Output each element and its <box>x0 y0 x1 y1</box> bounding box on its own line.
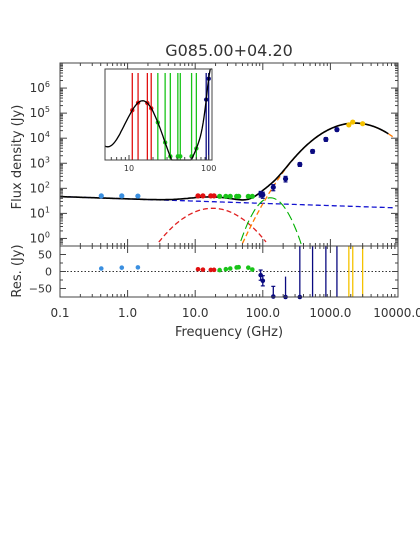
data-point <box>119 193 125 199</box>
residual-point <box>119 265 125 270</box>
y-tick-label: 105 <box>30 105 50 120</box>
y-tick-label: 102 <box>30 180 50 195</box>
x-tick-label: 10000.0 <box>373 306 420 320</box>
inset-background <box>105 69 212 160</box>
residual-point <box>195 266 201 272</box>
inset-frame <box>104 68 213 161</box>
y-tick-label: 103 <box>30 155 50 170</box>
data-point <box>217 193 223 199</box>
dust-curve <box>241 122 396 244</box>
ame-curve <box>240 197 302 245</box>
inset-x-tick-label: 10 <box>124 164 134 173</box>
data-point <box>334 127 340 133</box>
y-tick-label: 101 <box>30 205 50 220</box>
data-point <box>211 193 217 199</box>
residual-point <box>98 266 104 271</box>
inset-model-curve <box>104 68 212 161</box>
data-point <box>245 193 251 199</box>
data-point <box>195 193 201 199</box>
data-point <box>260 192 266 198</box>
residual-point <box>250 267 255 272</box>
data-point <box>323 136 329 142</box>
residual-point <box>135 265 141 270</box>
data-point <box>135 193 141 199</box>
residual-point <box>208 267 214 273</box>
inset-x-tick-label: 100 <box>201 164 216 173</box>
residual-point <box>236 264 241 270</box>
x-tick-label: 1000.0 <box>309 306 351 320</box>
x-tick-label: 10.0 <box>182 306 209 320</box>
x-tick-label: 1.0 <box>118 306 137 320</box>
data-point <box>346 122 352 128</box>
y-axis-label: Flux density (Jy) <box>10 105 25 210</box>
inset-panel: 10 100 <box>104 68 216 173</box>
chart-title: G085.00+04.20 <box>165 41 293 60</box>
y-tick-label: 104 <box>30 130 50 145</box>
residual-point <box>223 266 229 272</box>
residual-point <box>258 272 263 278</box>
free-free-curve <box>158 207 267 243</box>
data-point <box>200 193 206 199</box>
residual-y-tick-label: 50 <box>38 249 52 262</box>
residual-axis-label: Res. (Jy) <box>10 244 25 297</box>
residual-point <box>200 267 206 272</box>
inset-data-point <box>178 154 183 159</box>
data-point <box>297 161 303 168</box>
x-axis-label: Frequency (GHz) <box>175 325 283 340</box>
data-point <box>282 176 289 182</box>
residual-y-tick-label: 0 <box>45 266 52 279</box>
main-panel: 100 101 102 103 104 105 106 <box>30 62 399 247</box>
x-tick-label: 0.1 <box>50 306 69 320</box>
data-point <box>270 184 276 190</box>
residual-panel: −50 0 50 0.1 1.0 10.0 100.0 1000.0 10000.0 <box>29 245 420 320</box>
data-point <box>98 193 104 199</box>
residual-point <box>260 278 266 284</box>
y-tick-label: 100 <box>30 230 50 245</box>
y-tick-label: 106 <box>30 80 50 95</box>
data-point <box>227 193 233 199</box>
x-tick-label: 100.0 <box>246 306 280 320</box>
residual-point <box>211 267 217 273</box>
data-point <box>350 119 356 125</box>
residual-point <box>217 267 222 273</box>
data-point <box>223 193 229 199</box>
data-point <box>360 121 366 127</box>
data-point <box>249 193 255 199</box>
residual-y-tick-label: −50 <box>29 283 52 296</box>
residual-point <box>245 265 251 270</box>
data-point <box>236 193 242 199</box>
residual-point <box>227 266 233 271</box>
data-point <box>309 148 316 154</box>
